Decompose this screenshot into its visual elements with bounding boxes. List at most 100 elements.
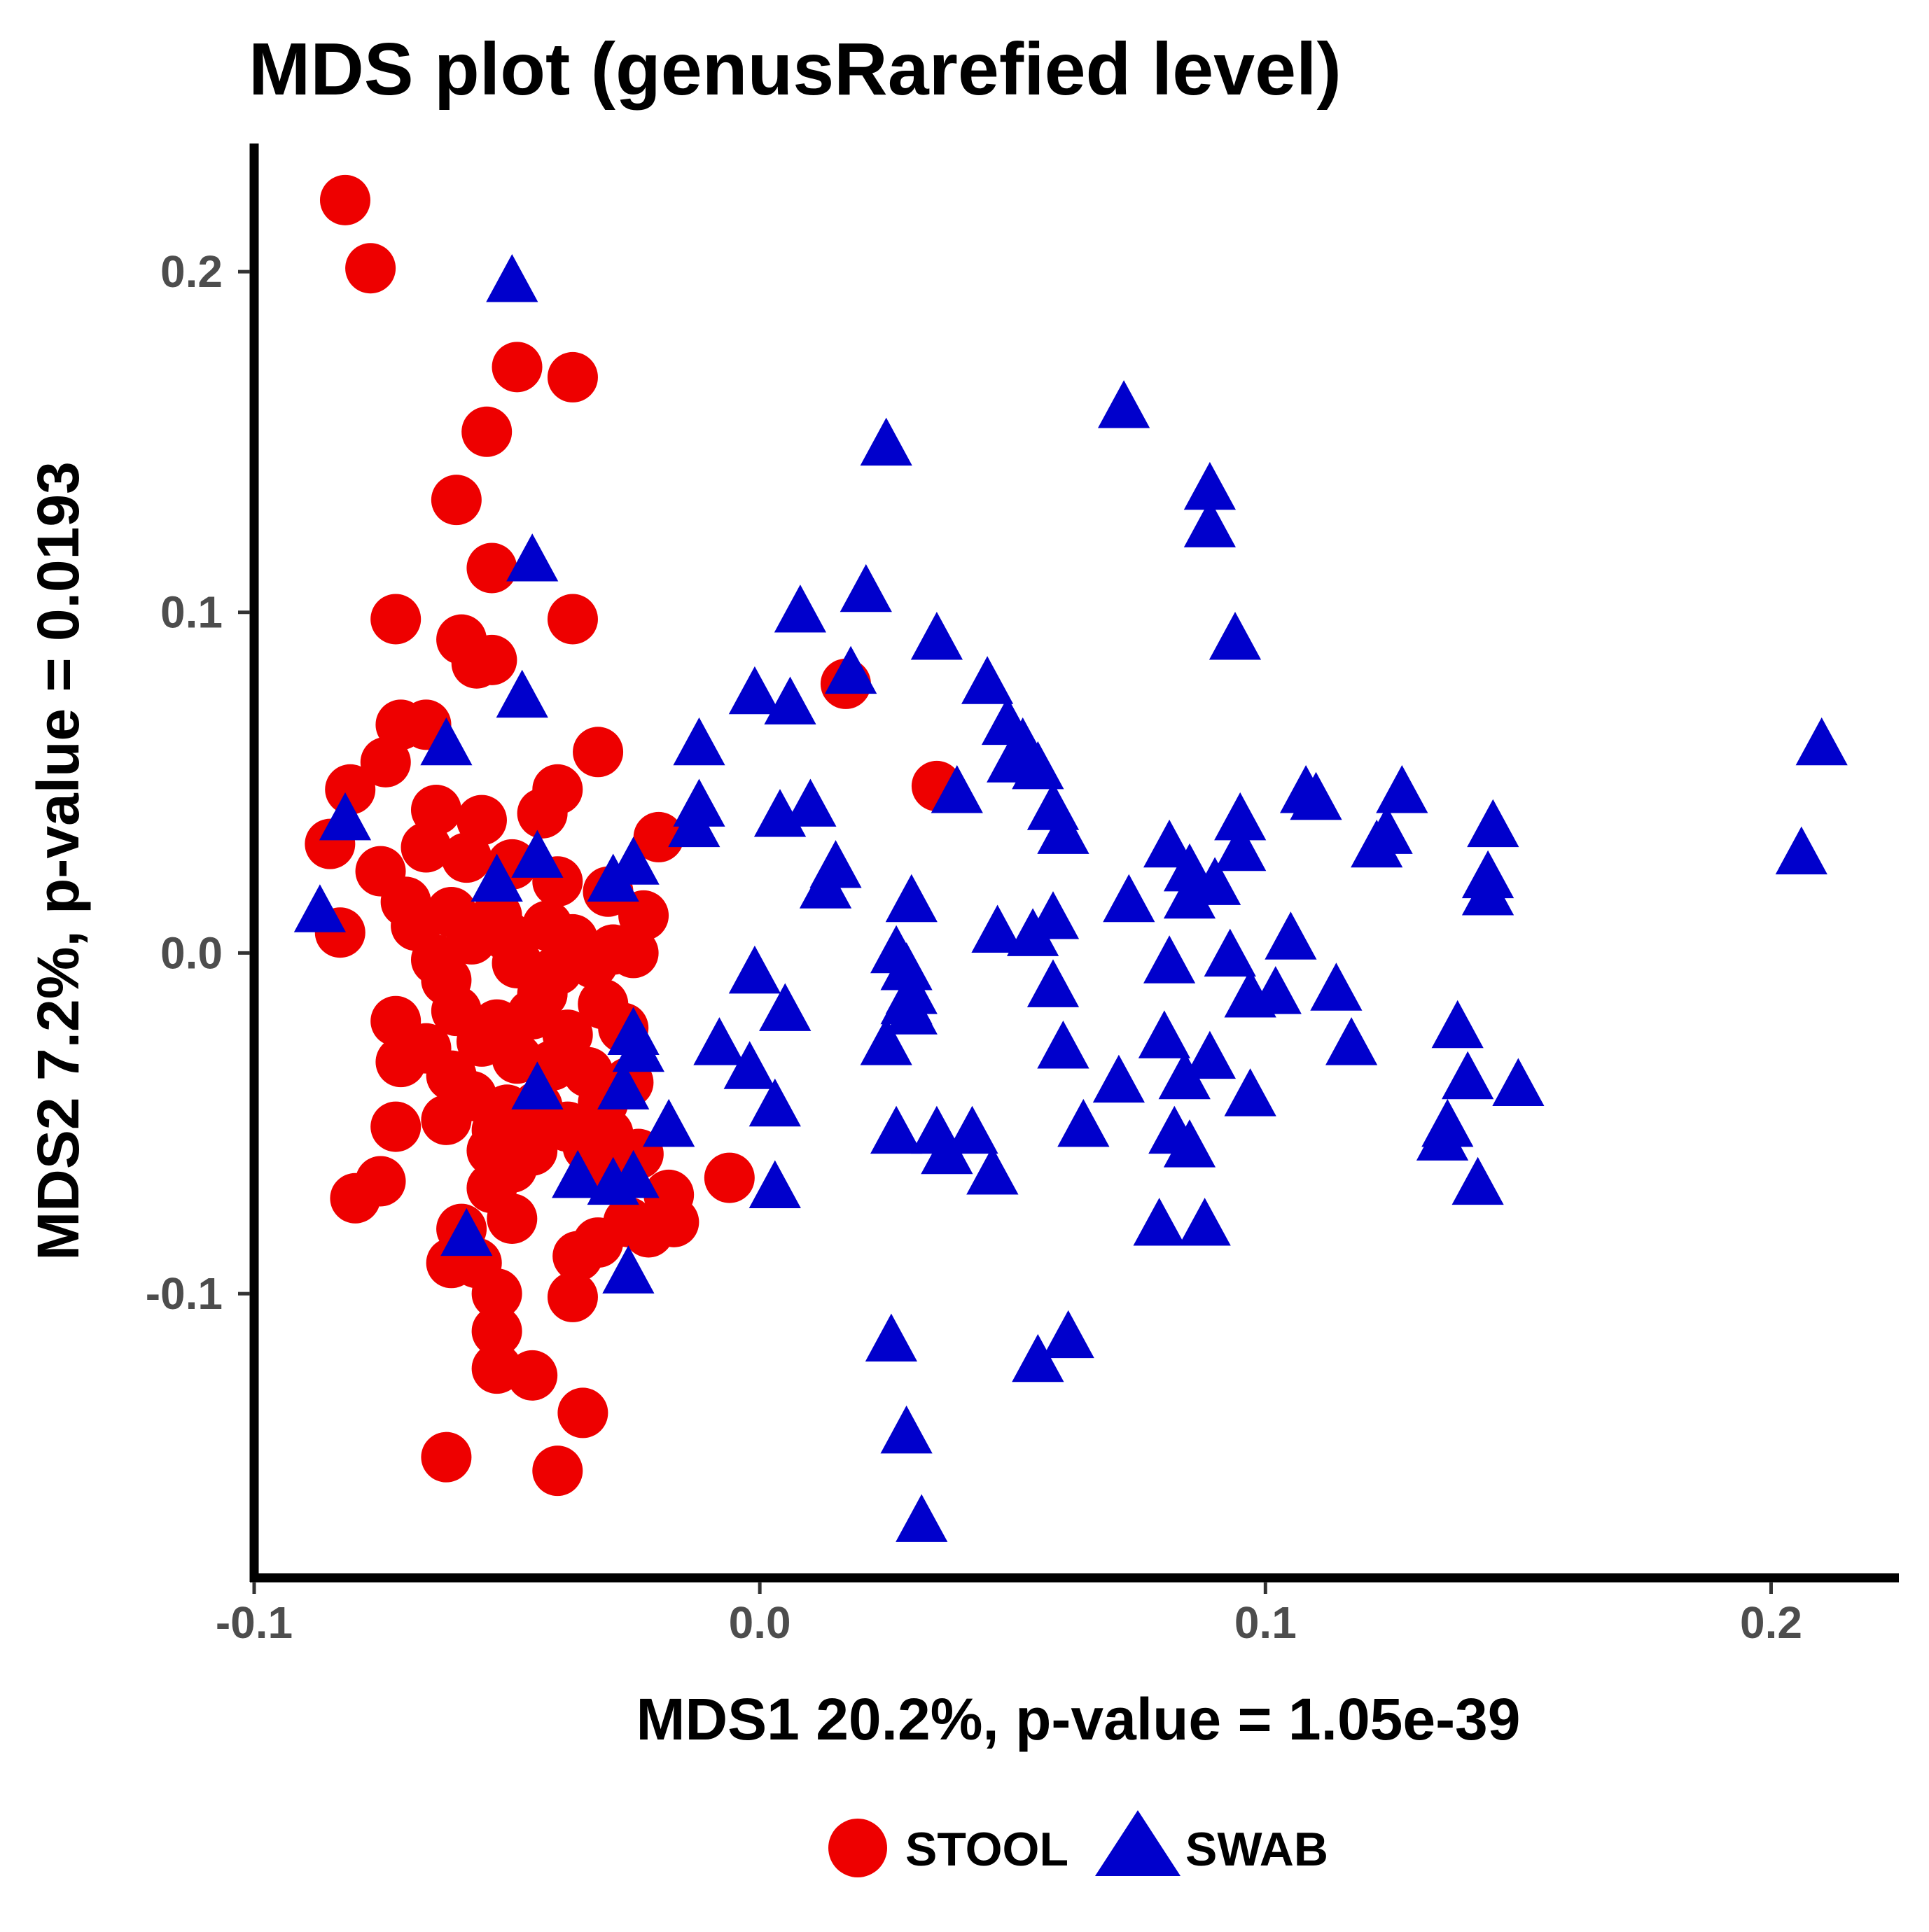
- swab-point: [1431, 1000, 1484, 1049]
- swab-point: [966, 1147, 1019, 1195]
- swab-point: [910, 612, 963, 660]
- swab-point: [1103, 874, 1155, 923]
- stool-point: [623, 1207, 674, 1258]
- stool-point: [608, 927, 659, 979]
- swab-point: [961, 656, 1014, 704]
- stool-series: [305, 174, 962, 1497]
- swab-point: [319, 792, 372, 841]
- swab-point: [860, 417, 912, 466]
- stool-point: [633, 811, 684, 862]
- legend-swab-key: [1095, 1810, 1181, 1876]
- swab-point: [643, 1098, 695, 1147]
- swab-point: [921, 1126, 973, 1175]
- swab-point: [870, 1105, 923, 1154]
- swab-point: [1214, 822, 1267, 872]
- swab-point: [668, 799, 720, 848]
- swab-point: [420, 717, 473, 766]
- legend-stool-label: STOOL: [905, 1823, 1068, 1876]
- stool-point: [421, 1094, 472, 1145]
- stool-point: [573, 727, 624, 778]
- stool-point: [345, 243, 396, 294]
- stool-point: [471, 1306, 522, 1357]
- swab-point: [748, 1160, 801, 1208]
- swab-point: [880, 942, 933, 990]
- y-axis-ticks: -0.1 0.0 0.1 0.2: [146, 246, 250, 1319]
- swab-point: [1775, 826, 1827, 875]
- swab-point: [1795, 717, 1848, 766]
- swab-point: [511, 1061, 564, 1110]
- y-axis-title: MDS2 7.2%, p-value = 0.0193: [25, 461, 91, 1261]
- swab-point: [880, 1405, 933, 1454]
- swab-point: [1461, 867, 1514, 916]
- swab-point: [1325, 1017, 1378, 1065]
- swab-point: [506, 533, 559, 582]
- stool-point: [431, 475, 482, 526]
- y-tick-label: 0.0: [160, 927, 223, 978]
- swab-point: [1037, 1021, 1089, 1069]
- swab-point: [799, 860, 852, 909]
- swab-point: [1143, 819, 1196, 868]
- stool-point: [466, 634, 517, 685]
- swab-point: [728, 945, 781, 994]
- swab-point: [774, 584, 826, 633]
- swab-point: [1012, 741, 1064, 790]
- swab-point: [612, 1023, 664, 1072]
- swab-point: [693, 1017, 746, 1065]
- swab-point: [552, 1149, 604, 1198]
- stool-point: [704, 1152, 755, 1203]
- x-tick-label: 0.0: [729, 1597, 791, 1648]
- swab-point: [1189, 857, 1241, 905]
- swab-point: [1290, 771, 1342, 820]
- swab-point: [1012, 1334, 1064, 1382]
- swab-point: [759, 983, 812, 1031]
- stool-point: [421, 1432, 472, 1483]
- swab-point: [1133, 1198, 1185, 1246]
- stool-point: [517, 788, 568, 839]
- swab-point: [486, 254, 538, 302]
- swab-point: [1376, 765, 1428, 813]
- swab-point: [764, 676, 816, 724]
- stool-point: [466, 542, 517, 594]
- swab-point: [723, 1041, 776, 1089]
- swab-point: [1143, 935, 1196, 983]
- swab-point: [587, 1156, 639, 1205]
- swab-point: [1416, 1112, 1469, 1161]
- stool-point: [471, 1268, 522, 1320]
- swab-point: [1163, 843, 1216, 892]
- swab-point: [971, 904, 1024, 953]
- swab-point: [1178, 1198, 1231, 1246]
- swab-point: [511, 830, 564, 878]
- swab-point: [1163, 1119, 1216, 1168]
- stool-point: [532, 1446, 583, 1497]
- legend-stool-key: [828, 1819, 887, 1877]
- stool-point: [370, 594, 422, 645]
- swab-point: [1037, 806, 1089, 854]
- stool-point: [487, 1194, 538, 1244]
- swab-point: [440, 1208, 493, 1256]
- swab-point: [673, 717, 725, 766]
- swab-point: [471, 853, 523, 902]
- swab-point: [1265, 911, 1317, 960]
- x-tick-label: -0.1: [216, 1597, 293, 1648]
- swab-point: [885, 874, 938, 923]
- swab-point: [1249, 966, 1302, 1014]
- x-axis-title: MDS1 20.2%, p-value = 1.05e-39: [636, 1686, 1521, 1752]
- swab-point: [860, 1017, 912, 1065]
- stool-point: [547, 594, 598, 645]
- y-tick-label: 0.1: [160, 587, 223, 638]
- chart-title: MDS plot (genusRarefied level): [249, 28, 1342, 111]
- swab-point: [597, 1061, 650, 1110]
- swab-point: [607, 836, 660, 885]
- stool-point: [557, 1387, 608, 1438]
- swab-point: [1183, 499, 1236, 547]
- stool-point: [547, 1271, 598, 1322]
- stool-point: [441, 832, 492, 883]
- legend: STOOL SWAB: [828, 1810, 1328, 1877]
- swab-point: [1209, 612, 1262, 660]
- swab-point: [1183, 1030, 1236, 1079]
- stool-point: [461, 406, 513, 457]
- swab-point: [1163, 870, 1216, 919]
- swab-point: [1042, 1310, 1094, 1359]
